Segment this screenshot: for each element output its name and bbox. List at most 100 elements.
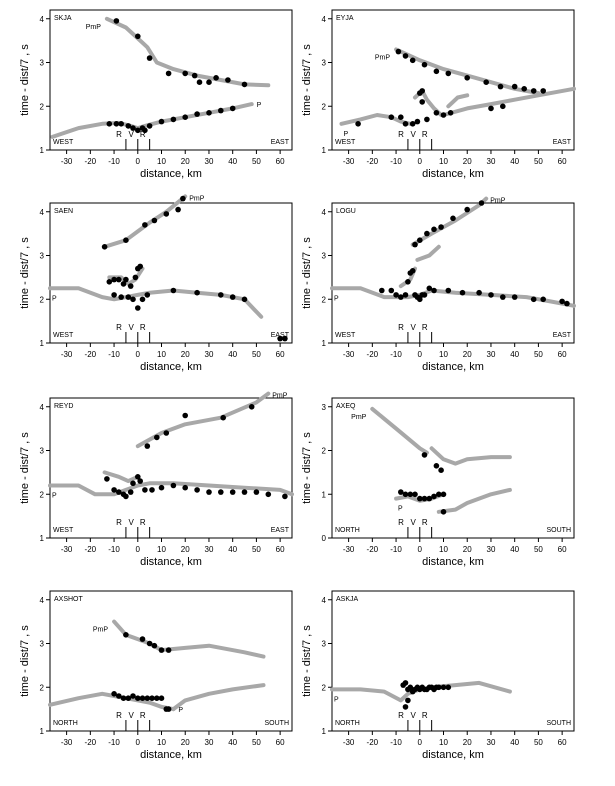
- data-point: [445, 70, 452, 77]
- y-axis-title: time - dist/7 , s: [301, 625, 313, 697]
- x-tick-label: 50: [252, 350, 261, 359]
- data-point: [165, 706, 172, 712]
- panel-skja: -30 -20 -10 0 10 20 30 40 50 60 1 2 3 4 distance, km ti…: [19, 9, 293, 180]
- data-point: [409, 57, 416, 64]
- side-label-right: EAST: [271, 527, 290, 534]
- travel-time-curve: [104, 16, 271, 88]
- travel-time-curve: [171, 683, 266, 712]
- x-tick-label: -10: [108, 545, 120, 554]
- marker-label: V: [128, 711, 134, 720]
- travel-time-curve: [102, 470, 140, 484]
- data-point: [206, 79, 212, 85]
- travel-time-curve: [112, 619, 266, 659]
- x-tick-label: 40: [228, 738, 237, 747]
- data-point: [530, 296, 537, 303]
- marker-label: R: [140, 130, 146, 139]
- data-point: [478, 200, 485, 206]
- data-point: [229, 105, 236, 112]
- x-tick-label: 0: [136, 350, 141, 359]
- x-tick-label: 30: [205, 738, 214, 747]
- x-tick-label: 60: [558, 545, 567, 554]
- data-point: [395, 48, 402, 55]
- data-point: [120, 281, 127, 287]
- data-point: [137, 478, 143, 484]
- x-tick-label: 30: [487, 738, 496, 747]
- data-point: [194, 289, 200, 296]
- x-tick-label: -20: [367, 157, 379, 166]
- y-tick-label: 1: [40, 146, 45, 155]
- data-point: [170, 116, 177, 123]
- x-tick-label: 10: [157, 545, 166, 554]
- panel-axeq: -30 -20 -10 0 10 20 30 40 50 60 0 1 2 3 distance, km ti…: [301, 397, 575, 568]
- data-point: [104, 476, 110, 482]
- series-label: P: [334, 295, 339, 302]
- data-point: [447, 110, 454, 116]
- data-point: [393, 292, 399, 298]
- x-tick-label: 0: [418, 157, 423, 166]
- data-point: [419, 99, 426, 105]
- x-tick-label: 0: [418, 350, 423, 359]
- travel-time-curve: [48, 481, 294, 497]
- data-point: [433, 463, 440, 469]
- data-point: [154, 695, 160, 701]
- y-tick-label: 4: [40, 208, 45, 217]
- marker-label: R: [116, 518, 122, 527]
- x-tick-label: 40: [228, 545, 237, 554]
- data-point: [440, 491, 447, 498]
- data-point: [130, 693, 136, 699]
- plot-frame: [331, 202, 575, 344]
- data-point: [398, 489, 404, 495]
- data-point: [277, 335, 283, 342]
- data-point: [175, 206, 181, 213]
- data-point: [521, 86, 527, 92]
- data-point: [282, 335, 288, 342]
- data-point: [402, 53, 409, 59]
- data-point: [163, 211, 170, 217]
- x-tick-label: 50: [534, 738, 543, 747]
- series-label: P: [52, 493, 57, 500]
- data-point: [421, 495, 428, 502]
- data-point: [182, 484, 188, 491]
- data-point: [412, 491, 418, 498]
- data-point: [135, 695, 141, 701]
- y-axis-title: time - dist/7 , s: [19, 44, 31, 116]
- data-point: [213, 75, 219, 81]
- data-point: [407, 491, 414, 498]
- x-tick-label: 40: [510, 157, 519, 166]
- series-label: PmP: [189, 195, 205, 202]
- data-point: [158, 695, 165, 701]
- x-tick-label: 30: [487, 350, 496, 359]
- data-point: [409, 121, 416, 127]
- data-point: [146, 640, 153, 647]
- data-point: [151, 642, 158, 649]
- series-label: P: [343, 131, 348, 138]
- data-point: [123, 632, 129, 638]
- plot-frame: [331, 397, 575, 539]
- marker-label: R: [422, 130, 428, 139]
- x-tick-label: 40: [510, 545, 519, 554]
- data-point: [564, 300, 570, 307]
- data-point: [433, 68, 440, 75]
- data-point: [440, 112, 447, 118]
- x-tick-label: -20: [85, 738, 97, 747]
- y-axis-title: time - dist/7 , s: [19, 237, 31, 309]
- marker-label: V: [410, 130, 416, 139]
- y-tick-label: 2: [322, 295, 327, 304]
- data-point: [438, 467, 444, 474]
- travel-time-curve: [102, 194, 188, 249]
- data-point: [559, 298, 565, 305]
- data-point: [417, 495, 423, 502]
- y-tick-label: 4: [322, 15, 327, 24]
- y-tick-label: 1: [322, 490, 327, 499]
- x-tick-label: 40: [510, 738, 519, 747]
- x-tick-label: 30: [205, 350, 214, 359]
- data-point: [116, 276, 122, 283]
- x-tick-label: 20: [181, 350, 190, 359]
- x-tick-label: 50: [534, 545, 543, 554]
- data-point: [170, 482, 177, 489]
- data-point: [139, 296, 146, 303]
- data-point: [158, 118, 165, 125]
- data-point: [431, 287, 437, 294]
- data-point: [123, 493, 129, 500]
- data-point: [146, 123, 153, 129]
